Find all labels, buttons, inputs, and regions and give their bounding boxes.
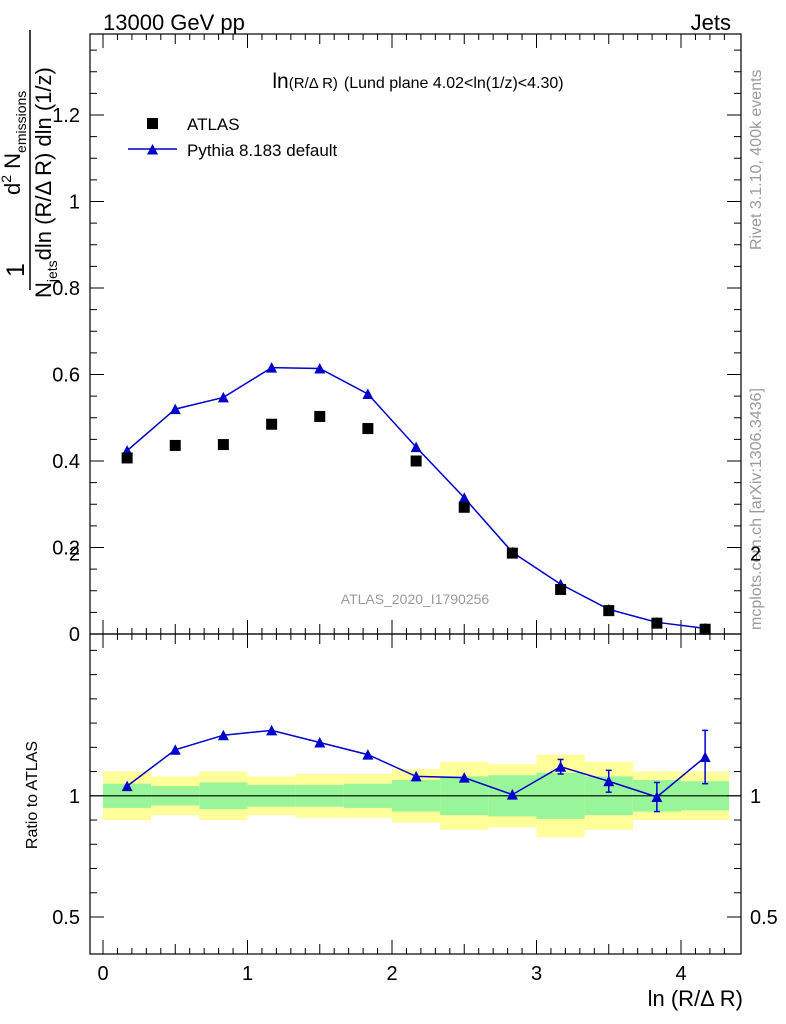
watermark: ATLAS_2020_I1790256 xyxy=(341,591,490,607)
atlas-point xyxy=(217,439,229,451)
ratio-data-marks xyxy=(121,724,711,813)
mc-point xyxy=(217,391,229,403)
mcplots-label: mcplots.cern.ch [arXiv:1306.3436] xyxy=(748,388,765,630)
title-rest: (Lund plane 4.02<ln(1/z)<4.30) xyxy=(344,75,564,92)
ratio-panel-frame xyxy=(89,633,742,955)
main-ylabel: 1 Njetsdln (R/Δ R) dln (1/z) d2 Nemissio… xyxy=(0,30,60,298)
mc-point xyxy=(410,441,422,453)
ratio-mc-point xyxy=(603,775,615,787)
legend-label-mc: Pythia 8.183 default xyxy=(187,141,338,160)
main-title: ln(R/Δ R) (Lund plane 4.02<ln(1/z)<4.30) xyxy=(272,70,563,93)
ylabel-d2: d xyxy=(0,183,25,195)
main-ytick-label: 0.2 xyxy=(52,538,80,560)
ratio-mc-point xyxy=(506,789,518,800)
legend: ATLAS Pythia 8.183 default xyxy=(128,115,338,160)
main-data-marks xyxy=(121,362,711,635)
ratio-mc-point xyxy=(699,751,711,763)
ylabel-nem-sub: emissions xyxy=(13,91,29,153)
ratio-ytick-label-right: 0.5 xyxy=(750,907,778,929)
atlas-point xyxy=(458,501,470,513)
ratio-ylabel: Ratio to ATLAS xyxy=(24,741,41,849)
legend-label-atlas: ATLAS xyxy=(187,115,240,134)
header-jets: Jets xyxy=(691,10,731,35)
ratio-ytick-label: 0.5 xyxy=(52,907,80,929)
rivet-label: Rivet 3.1.10, 400k events xyxy=(748,69,765,250)
ylabel-njets: N xyxy=(31,282,56,298)
atlas-point xyxy=(266,418,278,430)
mc-point xyxy=(169,403,181,415)
mc-point xyxy=(362,388,374,399)
atlas-point xyxy=(121,452,133,464)
title-var: (R/Δ R) xyxy=(289,75,338,92)
atlas-point xyxy=(169,439,181,451)
atlas-point xyxy=(410,455,422,467)
x-tick-label: 0 xyxy=(97,963,108,985)
ratio-ytick-label-right: 2 xyxy=(750,543,761,565)
mc-point xyxy=(314,362,326,374)
title-ln: ln xyxy=(272,70,288,93)
header-energy: 13000 GeV pp xyxy=(103,10,245,35)
ratio-mc-point xyxy=(651,791,663,803)
ylabel-nem: N xyxy=(0,153,25,175)
x-axis-label: ln (R/Δ R) xyxy=(648,986,743,1011)
ratio-ytick-label: 1 xyxy=(69,786,80,808)
ratio-axis-ticks: 0 1 2 3 4 0.5 0.5 1 1 2 2 xyxy=(52,543,778,985)
ylabel-numerator: d2 Nemissions xyxy=(0,91,29,195)
atlas-point xyxy=(362,423,374,435)
atlas-point xyxy=(651,617,663,629)
atlas-point xyxy=(506,547,518,559)
ratio-mc-point xyxy=(169,744,181,755)
ylabel-d2-sup: 2 xyxy=(0,175,14,183)
main-ytick-label: 1 xyxy=(69,192,80,214)
atlas-point xyxy=(314,410,326,422)
ylabel-njets-sub: jets xyxy=(44,260,60,283)
x-tick-label: 2 xyxy=(386,963,397,985)
mc-point xyxy=(266,362,278,373)
main-ytick-label: 1.2 xyxy=(52,105,80,127)
main-ytick-label: 0.6 xyxy=(52,365,80,387)
ylabel-denominator: Njetsdln (R/Δ R) dln (1/z) xyxy=(31,67,60,298)
ratio-mc-point xyxy=(555,761,567,772)
x-tick-label: 1 xyxy=(242,963,253,985)
ratio-mc-point xyxy=(217,729,229,741)
legend-marker-mc xyxy=(147,144,158,155)
x-tick-label: 3 xyxy=(531,963,542,985)
atlas-point xyxy=(603,605,615,617)
ratio-mc-point xyxy=(121,780,133,792)
main-ytick-label: 0 xyxy=(69,624,80,646)
main-ytick-label: 0.4 xyxy=(52,451,80,473)
mc-point xyxy=(458,492,470,503)
ratio-ytick-label: 2 xyxy=(69,543,80,565)
ratio-mc-point xyxy=(266,724,278,736)
ratio-mc-point xyxy=(458,772,470,783)
ylabel-one: 1 xyxy=(2,263,30,277)
atlas-point xyxy=(555,583,567,595)
main-ytick-label: 0.8 xyxy=(52,278,80,300)
ylabel-den: dln (R/Δ R) dln (1/z) xyxy=(31,67,56,260)
main-axis-ticks: 0 0.2 0.4 0.6 0.8 1 1.2 xyxy=(52,34,741,646)
x-tick-label: 4 xyxy=(675,963,686,985)
atlas-point xyxy=(699,623,711,635)
ratio-mc-point xyxy=(362,749,374,760)
ratio-bands xyxy=(90,754,741,838)
ratio-mc-point xyxy=(410,770,422,782)
ratio-mc-point xyxy=(314,736,326,748)
ratio-ytick-label-right: 1 xyxy=(750,786,761,808)
legend-marker-atlas xyxy=(147,118,158,129)
mc-line xyxy=(126,366,706,630)
